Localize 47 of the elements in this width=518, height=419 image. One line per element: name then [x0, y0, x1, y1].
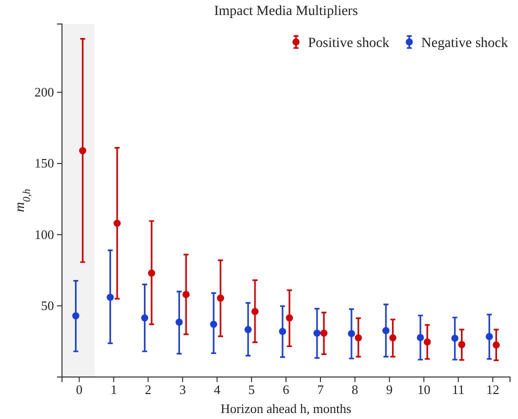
x-tick-label: 4 [214, 382, 221, 398]
point [176, 318, 183, 326]
x-tick-label: 9 [386, 382, 393, 398]
point [210, 320, 218, 328]
point [486, 333, 493, 340]
point [313, 330, 321, 337]
y-tick-label: 200 [34, 84, 54, 100]
point [320, 330, 328, 337]
x-tick-label: 5 [248, 382, 255, 398]
point [148, 270, 156, 277]
point [182, 290, 190, 298]
x-tick-label: 8 [352, 382, 358, 398]
point [354, 334, 362, 342]
point [424, 338, 431, 346]
y-tick-label: 100 [34, 226, 54, 242]
point [244, 326, 252, 334]
legend-label: Negative shock [421, 36, 508, 51]
point [141, 314, 148, 322]
point [492, 341, 500, 349]
x-tick-label: 12 [486, 382, 500, 398]
point [451, 334, 458, 342]
point [416, 334, 424, 342]
point [286, 314, 294, 322]
y-tick-label: 50 [41, 298, 54, 313]
point [106, 294, 114, 301]
x-tick-label: 3 [179, 382, 186, 398]
point [72, 312, 80, 320]
x-tick-label: 0 [76, 382, 82, 398]
x-tick-label: 2 [144, 382, 152, 398]
point [458, 340, 466, 348]
x-axis-title: Horizon ahead h, months [220, 401, 352, 416]
point [251, 308, 259, 316]
x-tick-label: 11 [452, 382, 465, 398]
legend-label: Positive shock [308, 36, 390, 51]
chart-title: Impact Media Multipliers [214, 4, 358, 19]
x-tick-label: 1 [110, 382, 117, 398]
x-tick-label: 6 [282, 382, 290, 398]
y-tick-label: 150 [34, 156, 54, 171]
point [389, 334, 396, 342]
point [216, 294, 224, 302]
x-tick-label: 10 [417, 382, 430, 398]
point [382, 327, 390, 334]
point [278, 328, 286, 336]
x-tick-label: 7 [317, 382, 324, 398]
point [348, 330, 356, 338]
point [79, 147, 86, 154]
point [114, 220, 121, 227]
